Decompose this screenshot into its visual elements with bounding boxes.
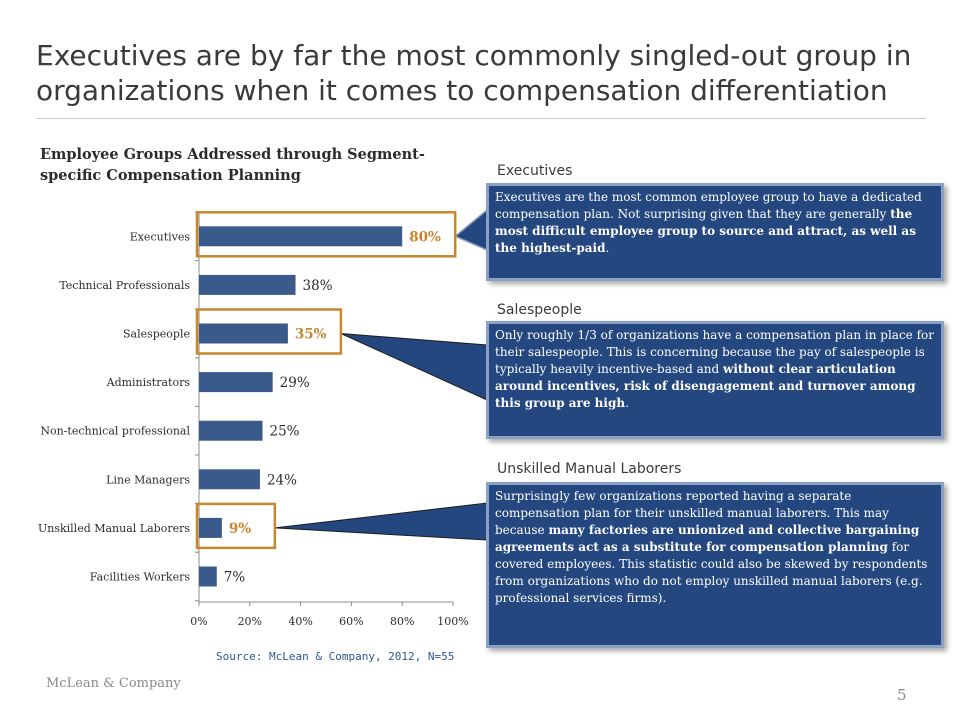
connector-salespeople	[340, 333, 488, 401]
category-label-administrators: Administrators	[106, 376, 191, 389]
callout-salespeople-text-1: Only roughly 1/3 of organizations have a…	[495, 328, 934, 376]
value-label-executives: 80%	[409, 229, 441, 245]
callout-executives-text-1: Executives are the most common employee …	[495, 190, 922, 221]
callout-laborers-text-1: Surprisingly few organizations reported …	[495, 489, 889, 537]
bar-technical-professionals	[199, 274, 296, 295]
category-label-executives: Executives	[130, 230, 191, 243]
callout-laborers-text-2: many factories are unionized and collect…	[495, 523, 920, 554]
callout-executives-text-3: .	[605, 241, 610, 255]
bar-executives	[199, 226, 403, 247]
callout-salespeople-heading: Salespeople	[497, 302, 582, 318]
callout-laborers: Surprisingly few organizations reported …	[486, 482, 944, 648]
chart-title: Employee Groups Addressed through Segmen…	[40, 146, 425, 184]
callout-salespeople: Only roughly 1/3 of organizations have a…	[486, 321, 944, 439]
bar-salespeople	[199, 323, 288, 344]
value-label-administrators: 29%	[280, 375, 310, 391]
connector-unskilled-manual-laborers	[274, 502, 488, 541]
value-label-facilities-workers: 7%	[224, 570, 246, 586]
callout-laborers-heading: Unskilled Manual Laborers	[497, 461, 682, 477]
source-note: Source: McLean & Company, 2012, N=55	[216, 650, 455, 663]
category-label-unskilled-manual-laborers: Unskilled Manual Laborers	[38, 522, 190, 535]
x-tick-label: 40%	[288, 615, 312, 628]
highlight-box-unskilled-manual-laborers	[195, 502, 277, 550]
value-label-unskilled-manual-laborers: 9%	[229, 521, 251, 537]
highlight-box-salespeople	[195, 308, 343, 355]
x-tick-label: 60%	[339, 615, 363, 628]
callout-salespeople-text-2: without clear articulation around incent…	[495, 362, 916, 410]
category-label-line-managers: Line Managers	[106, 473, 190, 486]
value-label-salespeople: 35%	[295, 327, 327, 343]
bar-unskilled-manual-laborers	[199, 517, 222, 538]
callout-salespeople-text-3: .	[625, 396, 629, 410]
callout-executives: Executives are the most common employee …	[486, 183, 944, 281]
callout-executives-text-2: the most difficult employee group to sou…	[495, 207, 916, 255]
x-tick-label: 0%	[190, 615, 207, 628]
callout-laborers-text-3: for covered employees. This statistic co…	[495, 540, 928, 605]
bar-non-technical-professional	[199, 420, 263, 441]
callout-executives-heading: Executives	[497, 163, 573, 179]
category-label-technical-professionals: Technical Professionals	[59, 279, 190, 292]
slide-title: Executives are by far the most commonly …	[36, 39, 912, 107]
bar-facilities-workers	[199, 566, 217, 587]
connector-executives	[453, 208, 488, 252]
page-number: 5	[897, 686, 907, 704]
footer-company: McLean & Company	[46, 676, 181, 691]
category-label-facilities-workers: Facilities Workers	[90, 571, 191, 584]
x-tick-label: 20%	[238, 615, 262, 628]
value-label-non-technical-professional: 25%	[270, 424, 300, 440]
value-label-technical-professionals: 38%	[303, 278, 333, 294]
title-divider	[36, 118, 926, 119]
bar-line-managers	[199, 469, 260, 490]
x-tick-label: 80%	[390, 615, 414, 628]
highlight-box-executives	[195, 211, 457, 258]
bar-administrators	[199, 372, 273, 393]
category-label-non-technical-professional: Non-technical professional	[40, 425, 190, 438]
value-label-line-managers: 24%	[267, 472, 297, 488]
category-label-salespeople: Salespeople	[123, 328, 190, 341]
x-tick-label: 100%	[437, 615, 468, 628]
